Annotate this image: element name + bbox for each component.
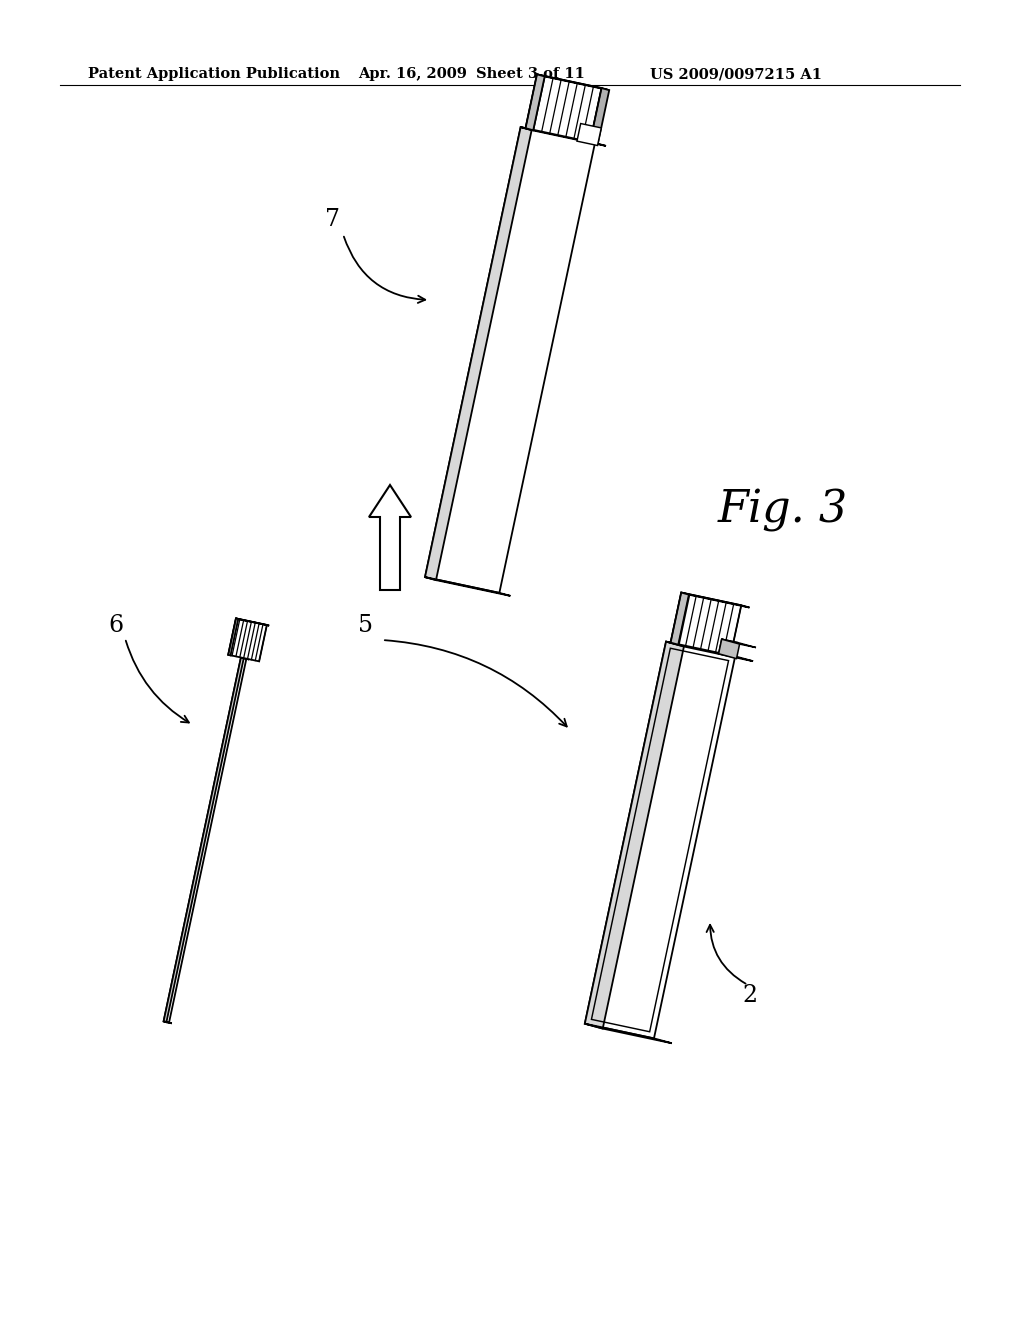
Polygon shape — [236, 618, 269, 626]
Polygon shape — [590, 88, 609, 144]
Text: US 2009/0097215 A1: US 2009/0097215 A1 — [650, 67, 822, 81]
Polygon shape — [719, 639, 739, 659]
Polygon shape — [671, 593, 689, 644]
FancyArrowPatch shape — [707, 925, 745, 983]
Polygon shape — [241, 657, 249, 660]
Polygon shape — [520, 127, 606, 147]
Text: Fig. 3: Fig. 3 — [718, 488, 848, 532]
Polygon shape — [164, 657, 247, 1023]
Polygon shape — [719, 639, 738, 657]
Polygon shape — [425, 127, 595, 593]
Polygon shape — [228, 618, 267, 661]
Text: 5: 5 — [358, 614, 373, 636]
Polygon shape — [425, 127, 531, 579]
Polygon shape — [671, 593, 741, 655]
Polygon shape — [525, 74, 545, 131]
Text: 2: 2 — [742, 983, 757, 1006]
Polygon shape — [666, 642, 753, 661]
Polygon shape — [425, 577, 510, 595]
Polygon shape — [537, 74, 609, 90]
Polygon shape — [585, 642, 735, 1039]
Text: 6: 6 — [108, 614, 123, 636]
Text: Sheet 3 of 11: Sheet 3 of 11 — [476, 67, 585, 81]
Text: Patent Application Publication: Patent Application Publication — [88, 67, 340, 81]
FancyArrowPatch shape — [344, 236, 425, 302]
Text: 7: 7 — [325, 209, 340, 231]
Polygon shape — [164, 1022, 172, 1023]
Polygon shape — [525, 74, 601, 141]
Polygon shape — [164, 657, 244, 1022]
Polygon shape — [722, 639, 756, 648]
FancyArrowPatch shape — [126, 640, 188, 722]
Polygon shape — [585, 642, 684, 1028]
Polygon shape — [577, 124, 601, 145]
Polygon shape — [369, 484, 411, 590]
FancyArrowPatch shape — [385, 640, 566, 726]
Polygon shape — [681, 593, 750, 607]
Polygon shape — [585, 1024, 672, 1043]
Polygon shape — [228, 618, 239, 656]
Text: Apr. 16, 2009: Apr. 16, 2009 — [358, 67, 467, 81]
